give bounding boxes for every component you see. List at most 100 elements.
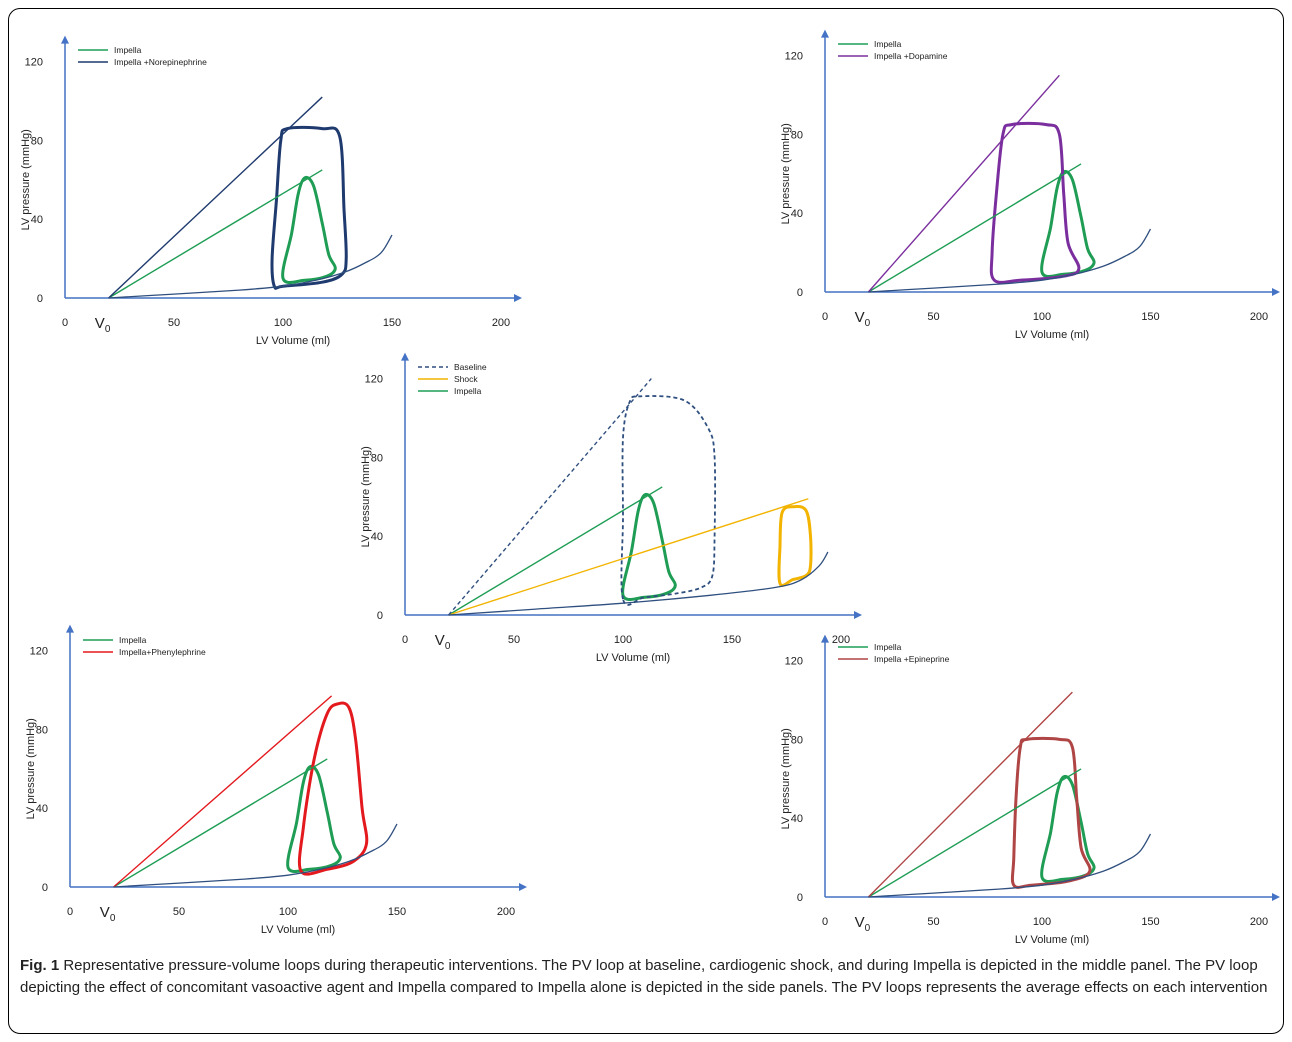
y-axis-arrow [66,624,74,633]
x-tick-label: 100 [279,906,297,918]
legend-label: Impella +Epineprine [874,654,950,664]
espvr-line-impella [108,169,323,299]
pv-loop-impella [281,175,337,284]
x-tick-label: 150 [388,906,406,918]
pv-loop-impella [621,492,677,601]
legend-label: Impella +Dopamine [874,51,948,61]
x-tick-label: 200 [1250,311,1268,323]
legend-label: Baseline [454,362,487,372]
x-axis-title: LV Volume (ml) [596,652,670,664]
x-tick-label: 50 [173,906,185,918]
x-tick-label: 200 [1250,916,1268,928]
y-tick-label: 120 [785,51,803,63]
x-axis-title: LV Volume (ml) [1015,934,1089,946]
x-axis-title: LV Volume (ml) [256,335,330,347]
chart-panel-norepinephrine: 0 50 100 150 200 0 40 80 120 V0 LV Volume (ml) LV p… [20,20,540,350]
legend-label: Shock [454,374,478,384]
espvr-line-impella [868,163,1082,293]
y-tick-label: 80 [791,129,803,141]
pv-loop-impella-epineprine [1010,736,1092,889]
espvr-line-epinephrine [867,691,1073,898]
x-tick-label: 200 [492,317,510,329]
pv-loop-impella [286,764,342,873]
caption-fig-label: Fig. 1 [20,957,60,974]
edpvr-curve [108,234,393,299]
x-tick-label: 100 [1033,311,1051,323]
x-tick-label: 150 [723,634,741,646]
pv-loop-impella-norepinephrine [270,125,348,290]
espvr-line-baseline [448,378,652,616]
v0-label: V0 [855,309,871,329]
x-tick-label: 100 [1033,916,1051,928]
pv-loop-impella-phenylephrine [297,701,369,876]
y-tick-label: 120 [25,57,43,69]
x-axis-arrow [1272,288,1280,296]
x-tick-label: 150 [383,317,401,329]
y-axis-arrow [821,29,829,38]
espvr-line-phenylephrine [113,695,333,888]
y-axis-title: LV pressure (mmHg) [780,123,792,224]
edpvr-curve [448,551,829,616]
y-tick-label: 120 [365,374,383,386]
figure-caption: Fig. 1 Representative pressure-volume lo… [20,955,1274,999]
y-tick-label: 40 [371,531,383,543]
figure-frame [8,8,1284,1034]
x-tick-label: 0 [822,916,828,928]
pv-loop-impella [1040,774,1096,883]
chart-svg-epinephrine: 0 50 100 150 200 0 40 80 120 V0 LV Volume (ml) LV p… [780,634,1280,946]
edpvr-curve [113,823,398,888]
y-tick-label: 40 [36,803,48,815]
chart-svg-phenylephrine: 0 50 100 150 200 0 40 80 120 V0 LV Volume (ml) LV p… [25,624,527,936]
espvr-line-impella [448,486,663,616]
y-tick-label: 40 [791,813,803,825]
x-tick-label: 50 [927,916,939,928]
caption-text: Representative pressure-volume loops dur… [20,957,1268,996]
chart-svg-norepinephrine: 0 50 100 150 200 0 40 80 120 V0 LV Volume (ml) LV p… [20,35,522,347]
v0-label: V0 [100,904,116,924]
x-axis-arrow [514,294,522,302]
edpvr-curve [868,833,1152,898]
legend-label: Impella [114,45,142,55]
x-tick-label: 50 [168,317,180,329]
v0-label: V0 [855,914,871,934]
y-tick-label: 0 [797,287,803,299]
legend-label: Impella+Phenylephrine [119,647,206,657]
y-axis-title: LV pressure (mmHg) [25,718,37,819]
chart-panel-dopamine: 0 50 100 150 200 0 40 80 120 V0 LV Volume (ml) LV p… [780,20,1280,350]
y-tick-label: 80 [371,452,383,464]
x-tick-label: 50 [508,634,520,646]
chart-svg-dopamine: 0 50 100 150 200 0 40 80 120 V0 LV Volume (ml) LV p… [780,29,1280,341]
espvr-line-impella [868,768,1082,898]
x-tick-label: 0 [62,317,68,329]
chart-panel-epinephrine: 0 50 100 150 200 0 40 80 120 V0 LV Volume (ml) LV p… [780,634,1280,946]
x-axis-title: LV Volume (ml) [1015,329,1089,341]
x-tick-label: 150 [1141,916,1159,928]
pv-loop-impella-dopamine [989,121,1081,284]
y-axis-title: LV pressure (mmHg) [360,446,372,547]
pv-loop-impella [1040,169,1096,278]
espvr-line-shock [448,498,809,616]
y-tick-label: 40 [791,208,803,220]
y-tick-label: 120 [30,646,48,658]
x-tick-label: 100 [614,634,632,646]
y-tick-label: 80 [36,724,48,736]
legend-label: Impella +Norepinephrine [114,57,207,67]
y-tick-label: 0 [42,882,48,894]
edpvr-curve [868,228,1152,293]
x-tick-label: 100 [274,317,292,329]
y-axis-arrow [61,35,69,44]
x-tick-label: 0 [402,634,408,646]
x-tick-label: 150 [1141,311,1159,323]
x-tick-label: 200 [497,906,515,918]
y-tick-label: 80 [791,734,803,746]
legend-label: Impella [454,386,482,396]
x-axis-arrow [519,883,527,891]
y-tick-label: 0 [37,293,43,305]
legend-label: Impella [874,39,902,49]
espvr-line-norepinephrine [108,96,323,299]
legend-label: Impella [874,642,902,652]
y-tick-label: 120 [785,656,803,668]
y-tick-label: 0 [377,610,383,622]
espvr-line-impella [113,758,328,888]
x-axis-title: LV Volume (ml) [261,924,335,936]
